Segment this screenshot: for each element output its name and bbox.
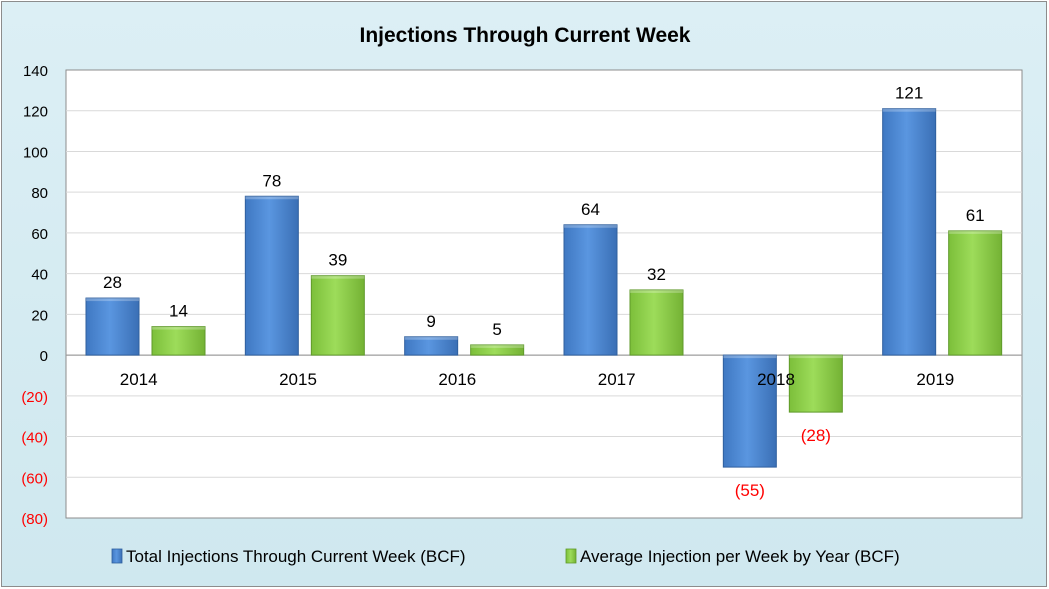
bar-total-injections <box>882 108 937 356</box>
data-label: 61 <box>966 206 985 225</box>
x-tick-label: 2017 <box>598 370 636 389</box>
bar-highlight <box>311 275 365 279</box>
bar-highlight <box>152 326 205 330</box>
data-label: 9 <box>426 312 435 331</box>
bar-highlight <box>882 108 936 112</box>
data-label: 121 <box>895 84 923 103</box>
y-tick-label: 0 <box>40 348 48 365</box>
bar-average-injection <box>310 275 365 356</box>
gridlines <box>66 110 1022 478</box>
y-tick-label: 100 <box>23 144 48 161</box>
x-tick-label: 2019 <box>916 370 954 389</box>
data-label: (28) <box>801 426 831 445</box>
bar-total-injections <box>85 297 140 356</box>
bar-highlight <box>86 298 139 302</box>
data-labels: 28 14 78 39 9 5 64 32 (55) (28) 121 61 <box>103 84 985 500</box>
y-tick-label: 40 <box>31 267 48 284</box>
data-label: 78 <box>262 171 281 190</box>
bar-highlight <box>723 355 777 359</box>
x-tick-label: 2016 <box>438 370 476 389</box>
x-tick-label: 2014 <box>120 370 158 389</box>
bar-highlight <box>245 196 299 200</box>
y-tick-label: 140 <box>23 63 48 80</box>
bar-highlight <box>948 230 1002 234</box>
bar-average-injection <box>470 344 525 356</box>
y-tick-label: (60) <box>21 470 48 487</box>
bar-total-injections <box>563 224 618 356</box>
bars <box>85 108 1003 468</box>
y-tick-label: (40) <box>21 430 48 447</box>
chart-title: Injections Through Current Week <box>360 24 691 47</box>
y-tick-label: 120 <box>23 104 48 121</box>
data-label: (55) <box>735 481 765 500</box>
data-label: 28 <box>103 273 122 292</box>
legend-swatch-total <box>111 548 123 564</box>
legend-swatch-average <box>565 548 577 564</box>
legend-label-average: Average Injection per Week by Year (BCF) <box>580 547 900 566</box>
bar-average-injection <box>629 289 684 356</box>
data-label: 14 <box>169 302 188 321</box>
y-axis: 140 120 100 80 60 40 20 0 (20) (40) (60) (80) <box>21 63 48 528</box>
y-tick-label: 20 <box>31 307 48 324</box>
bar-highlight <box>564 224 617 228</box>
data-label: 5 <box>492 320 501 339</box>
bar-average-injection <box>948 230 1003 356</box>
x-tick-label: 2018 <box>757 370 795 389</box>
y-tick-label: (20) <box>21 389 48 406</box>
bar-highlight <box>630 289 683 293</box>
y-tick-label: (80) <box>21 511 48 528</box>
bar-highlight <box>470 344 524 348</box>
legend-label-total: Total Injections Through Current Week (B… <box>126 547 466 566</box>
bar-average-injection <box>151 326 206 356</box>
y-tick-label: 80 <box>31 185 48 202</box>
y-tick-label: 60 <box>31 226 48 243</box>
bar-total-injections <box>244 195 299 356</box>
data-label: 32 <box>647 265 666 284</box>
bar-total-injections <box>404 336 459 356</box>
x-tick-label: 2015 <box>279 370 317 389</box>
data-label: 64 <box>581 200 600 219</box>
bar-highlight <box>789 355 843 359</box>
x-axis: 2014 2015 2016 2017 2018 2019 <box>120 370 954 389</box>
bar-highlight <box>404 336 458 340</box>
legend: Total Injections Through Current Week (B… <box>111 547 900 566</box>
data-label: 39 <box>328 251 347 270</box>
bar-average-injection <box>788 354 843 413</box>
bar-total-injections <box>722 354 777 468</box>
plot-area <box>65 69 1023 519</box>
